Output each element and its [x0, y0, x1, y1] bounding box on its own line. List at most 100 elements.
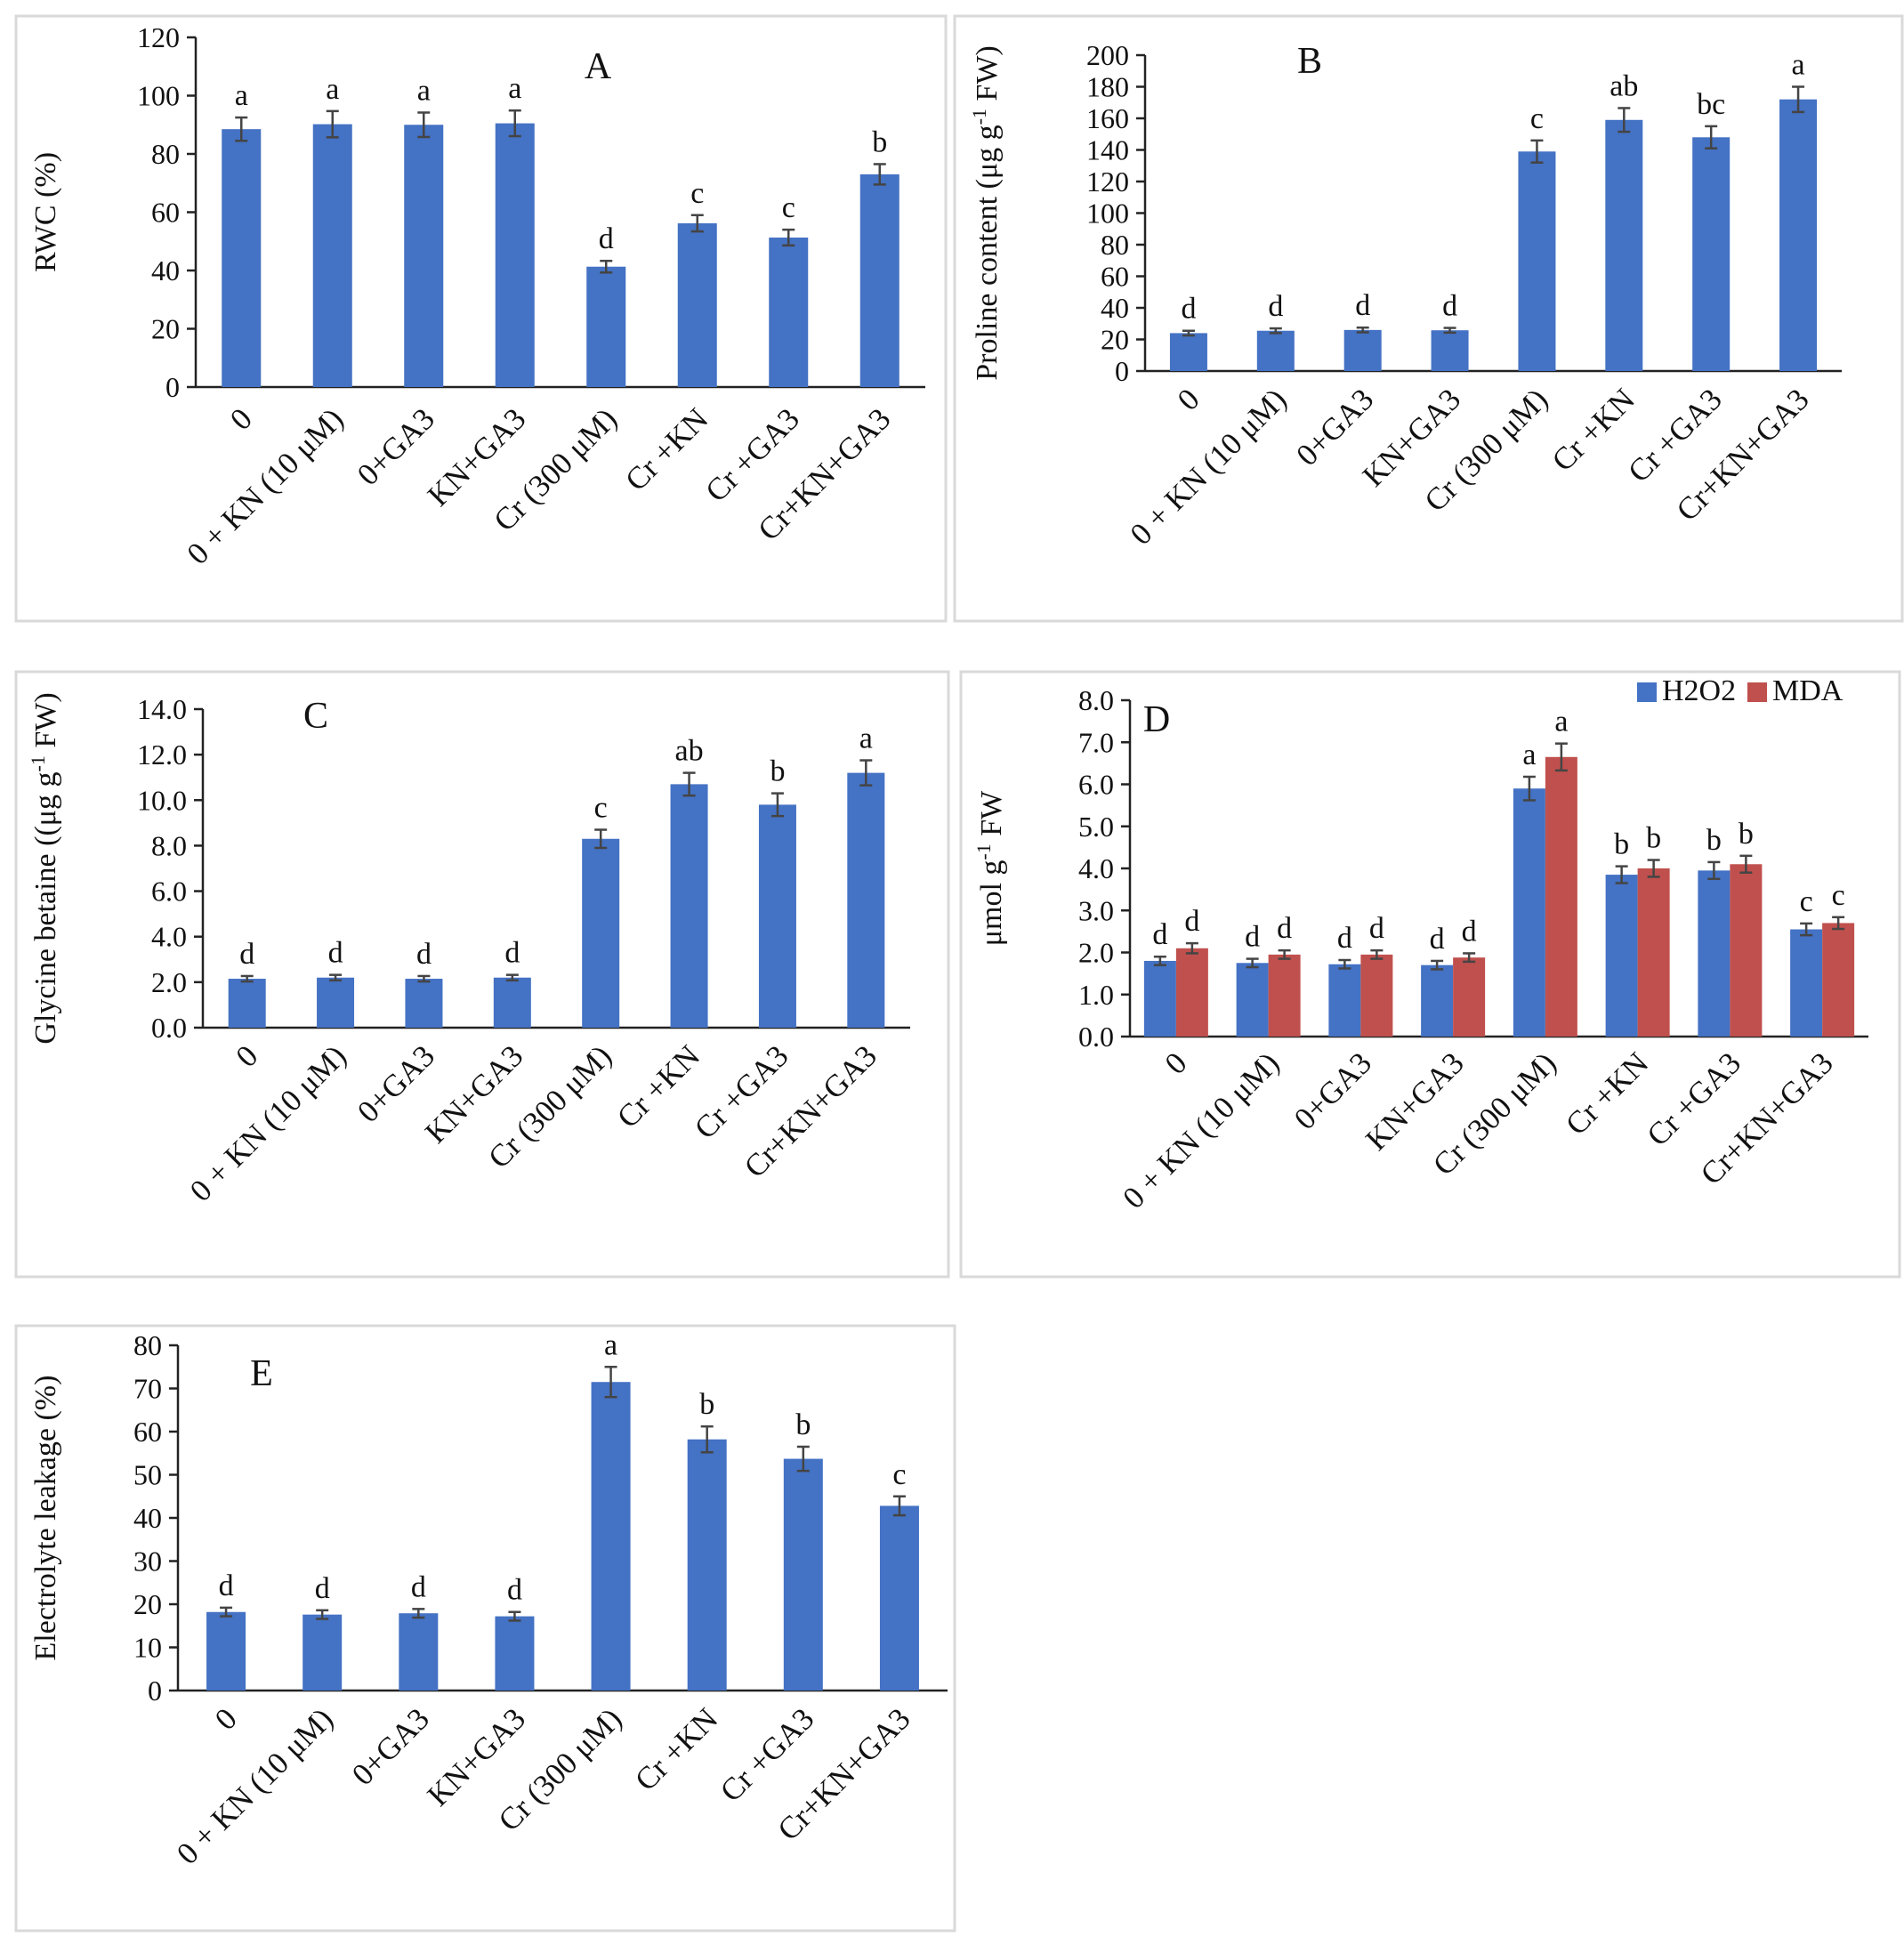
chart-D-bar [1513, 788, 1545, 1037]
chart-D-sig-letter: d [1152, 918, 1167, 951]
chart-D-y-label-part: μmol g [975, 860, 1008, 947]
chart-D-y-tick-label: 7.0 [1078, 726, 1114, 758]
chart-A-bar [312, 124, 352, 387]
chart-A-y-tick-label: 20 [151, 313, 180, 345]
chart-E-sig-letter: b [795, 1408, 811, 1441]
chart-E-y-tick-label: 30 [133, 1546, 162, 1578]
chart-C-bar [317, 977, 355, 1028]
chart-B-bar [1343, 329, 1382, 371]
chart-D-legend-swatch [1747, 682, 1767, 702]
chart-D-bar [1453, 957, 1486, 1037]
chart-E-bar [879, 1505, 919, 1691]
chart-E-sig-letter: d [219, 1570, 234, 1602]
chart-B-sig-letter: bc [1697, 88, 1725, 121]
chart-D-bar [1421, 964, 1454, 1037]
chart-A-y-tick-label: 80 [151, 138, 180, 170]
chart-C-y-label: Glycine betaine ((μg g-1 FW) [27, 692, 62, 1044]
chart-B-y-label-part: FW) [971, 45, 1004, 109]
chart-A-y-tick-label: 60 [151, 197, 180, 229]
chart-A-bar [495, 123, 535, 388]
chart-C-bar [582, 838, 620, 1028]
chart-A-y-tick-label: 40 [151, 254, 180, 287]
chart-C-sig-letter: d [239, 938, 254, 971]
chart-B-y-label-part: Proline content (μg g [971, 125, 1004, 380]
chart-E-sig-letter: c [892, 1458, 906, 1491]
chart-C-y-tick-label: 6.0 [151, 876, 187, 908]
chart-A-bar [222, 129, 262, 387]
chart-D-sig-letter: b [1646, 822, 1661, 855]
chart-E-sig-letter: d [315, 1572, 330, 1605]
chart-D-bar [1730, 864, 1763, 1037]
chart-B-y-tick-label: 20 [1101, 324, 1129, 356]
chart-E-y-tick-label: 50 [133, 1459, 162, 1491]
chart-D-bar [1545, 756, 1577, 1037]
chart-B-sig-letter: d [1181, 293, 1196, 326]
chart-B-y-tick-label: 140 [1086, 134, 1129, 166]
chart-B-y-tick-label: 200 [1086, 39, 1129, 71]
chart-E-panel-letter: E [250, 1353, 273, 1394]
chart-D-sig-letter: c [1800, 885, 1813, 918]
chart-D-sig-letter: b [1739, 818, 1754, 851]
chart-B-bar [1169, 333, 1207, 371]
chart-D-legend-label: H2O2 [1662, 674, 1736, 707]
chart-D-y-label: μmol g-1 FW [972, 790, 1008, 946]
chart-B-bar [1518, 151, 1556, 371]
chart-E-y-tick-label: 40 [133, 1502, 162, 1534]
chart-D-bar [1236, 963, 1269, 1037]
chart-B-y-tick-label: 120 [1086, 165, 1129, 198]
chart-D-y-tick-label: 1.0 [1078, 979, 1114, 1011]
chart-A-sig-letter: c [690, 177, 704, 210]
chart-E-sig-letter: b [699, 1388, 714, 1421]
chart-A-sig-letter: a [235, 79, 248, 112]
chart-D-bar [1360, 954, 1393, 1037]
chart-B-bar [1431, 330, 1469, 371]
chart-C-bar [758, 804, 796, 1028]
chart-E-y-tick-label: 0 [148, 1675, 162, 1707]
chart-D-sig-letter: b [1706, 824, 1722, 857]
chart-D-y-tick-label: 5.0 [1078, 811, 1114, 843]
chart-E-sig-letter: d [507, 1574, 522, 1607]
chart-panel-C: 0.0 2.0 4.0 6.0 8.0 10.0 12.0 14.0 C Glycine beta… [14, 670, 950, 1279]
chart-B-y-tick-label: 40 [1101, 292, 1129, 324]
chart-B-y-tick-label: 80 [1101, 229, 1129, 261]
chart-D-y-tick-label: 8.0 [1078, 684, 1114, 716]
chart-D-sig-letter: d [1369, 912, 1384, 945]
chart-B-bar [1692, 137, 1731, 372]
chart-B-bar [1256, 330, 1295, 371]
chart-A-bar [677, 222, 717, 387]
chart-D-sig-letter: d [1245, 921, 1260, 954]
chart-D-bar [1175, 948, 1208, 1037]
chart-E-y-label: Electrolyte leakage (%) [29, 1376, 62, 1661]
chart-A-sig-letter: a [417, 74, 431, 107]
chart-panel-E: 0 10 20 30 40 50 60 70 80 E Electrolyte leakage (%… [14, 1324, 956, 1933]
chart-B-sig-letter: d [1355, 289, 1370, 322]
chart-E-y-tick-label: 60 [133, 1416, 162, 1448]
chart-A-y-tick-label: 0 [165, 371, 180, 403]
chart-B-y-tick-label: 160 [1086, 102, 1129, 134]
chart-C-sig-letter: b [770, 755, 785, 788]
chart-B-y-tick-label: 180 [1086, 71, 1129, 103]
chart-E-y-tick-label: 20 [133, 1588, 162, 1620]
chart-B-y-label: Proline content (μg g-1 FW) [968, 45, 1004, 381]
chart-E-y-tick-label: 80 [133, 1329, 162, 1361]
chart-A-sig-letter: d [599, 222, 614, 255]
chart-C-sig-letter: d [504, 937, 520, 970]
chart-D-y-tick-label: 2.0 [1078, 937, 1114, 969]
chart-B-y-label-sup: -1 [968, 109, 990, 125]
chart-C-bar [228, 979, 266, 1028]
chart-B-panel-letter: B [1297, 41, 1322, 82]
chart-E-bar [206, 1611, 246, 1691]
chart-A-sig-letter: b [872, 125, 887, 158]
chart-D-sig-letter: d [1337, 922, 1352, 955]
chart-B-y-tick-label: 0 [1115, 355, 1129, 387]
chart-C-sig-letter: ab [675, 735, 704, 768]
chart-C-y-tick-label: 10.0 [137, 784, 187, 816]
chart-D-bar [1328, 964, 1361, 1037]
chart-E-y-tick-label: 70 [133, 1373, 162, 1405]
chart-E-sig-letter: a [604, 1328, 617, 1361]
chart-D-bar [1143, 960, 1176, 1037]
chart-A-bar [404, 125, 444, 387]
chart-D-y-tick-label: 3.0 [1078, 894, 1114, 926]
